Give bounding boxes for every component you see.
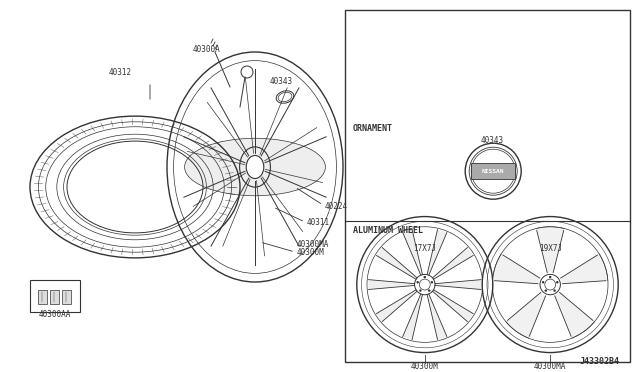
Text: NISSAN: NISSAN	[482, 169, 504, 174]
Circle shape	[554, 289, 556, 292]
Polygon shape	[376, 290, 417, 321]
Polygon shape	[506, 292, 546, 338]
Polygon shape	[561, 254, 608, 284]
Polygon shape	[493, 254, 540, 284]
Text: J43302B4: J43302B4	[580, 357, 620, 366]
Text: ALUMINUM WHEEL: ALUMINUM WHEEL	[353, 226, 423, 235]
Polygon shape	[427, 230, 447, 275]
Text: ORNAMENT: ORNAMENT	[353, 124, 393, 133]
Ellipse shape	[246, 155, 264, 179]
Circle shape	[556, 281, 559, 283]
Circle shape	[540, 275, 561, 295]
Bar	[62, 290, 71, 304]
Circle shape	[415, 275, 435, 295]
Text: 40300M: 40300M	[411, 362, 438, 371]
FancyBboxPatch shape	[30, 280, 80, 312]
Circle shape	[424, 276, 426, 278]
Text: 40343: 40343	[270, 77, 293, 86]
Text: 40224: 40224	[325, 202, 348, 211]
Text: 17X7J: 17X7J	[413, 244, 436, 253]
Text: 40312: 40312	[108, 68, 132, 77]
Polygon shape	[435, 280, 481, 289]
Text: 40300A: 40300A	[193, 45, 221, 54]
Text: 19X7J: 19X7J	[539, 244, 562, 253]
Text: 40300MA: 40300MA	[297, 240, 330, 249]
Circle shape	[428, 289, 431, 292]
Polygon shape	[403, 230, 422, 275]
Circle shape	[545, 289, 547, 292]
Ellipse shape	[184, 138, 325, 196]
Polygon shape	[369, 280, 415, 289]
Text: 40300AA: 40300AA	[39, 310, 71, 319]
Polygon shape	[433, 247, 473, 279]
Text: 40300MA: 40300MA	[534, 362, 566, 371]
FancyBboxPatch shape	[345, 10, 630, 362]
Polygon shape	[427, 294, 447, 340]
Polygon shape	[536, 227, 564, 273]
Text: 40343: 40343	[481, 136, 504, 145]
Text: 40311: 40311	[307, 218, 330, 227]
Circle shape	[542, 281, 544, 283]
Polygon shape	[376, 247, 417, 279]
Circle shape	[417, 281, 419, 283]
Text: 40300M: 40300M	[297, 248, 324, 257]
Polygon shape	[403, 294, 422, 340]
Bar	[50, 290, 59, 304]
Circle shape	[431, 281, 433, 283]
Circle shape	[549, 276, 552, 278]
Polygon shape	[555, 292, 595, 338]
Bar	[38, 290, 47, 304]
Bar	[471, 163, 515, 179]
Circle shape	[419, 289, 422, 292]
Polygon shape	[433, 290, 473, 321]
